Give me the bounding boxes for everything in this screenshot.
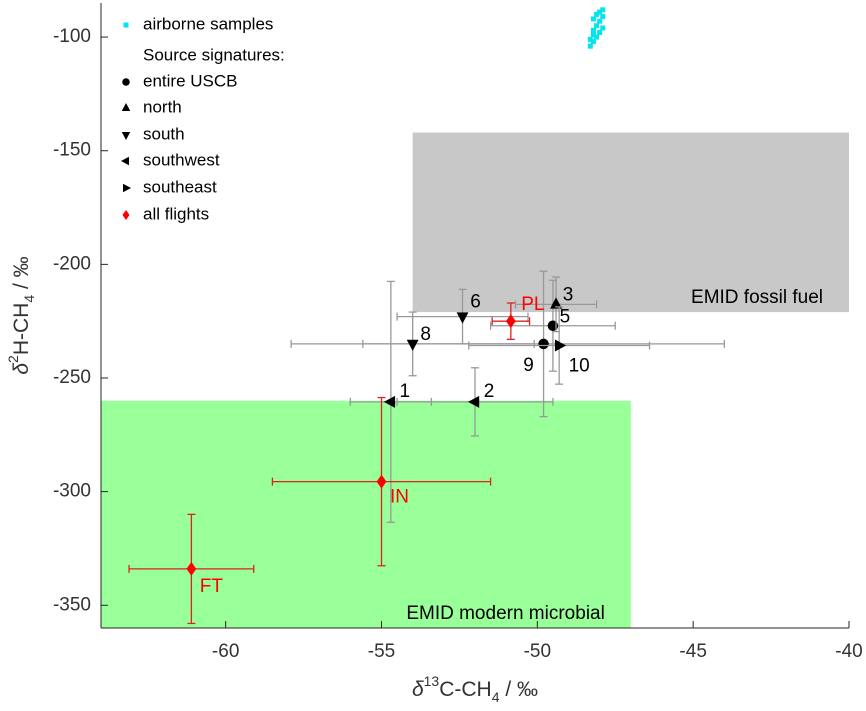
region-label: EMID modern microbial: [406, 603, 605, 624]
legend-label: southeast: [143, 177, 217, 196]
point: [594, 23, 600, 29]
legend-header: Source signatures:: [143, 45, 285, 64]
axis-label-part: 4: [492, 689, 500, 705]
legend-marker: [123, 183, 131, 193]
point-label: 2: [484, 381, 495, 402]
point-label: 3: [563, 284, 574, 305]
axis-label-part: 2: [5, 355, 21, 363]
x-tick-label: -55: [368, 641, 395, 662]
point: [554, 339, 567, 352]
point: [587, 36, 593, 42]
point: [590, 32, 596, 38]
point: [468, 395, 480, 408]
region: [101, 400, 631, 628]
point: [597, 18, 603, 24]
region-label: EMID fossil fuel: [691, 287, 823, 308]
legend-marker: [123, 22, 129, 28]
legend-label: entire USCB: [143, 71, 237, 90]
axis-label-part: δ: [10, 363, 33, 375]
point-label: 5: [560, 307, 571, 328]
point: [505, 314, 516, 329]
y-tick-label: -350: [53, 594, 91, 615]
legend-label: southwest: [143, 150, 220, 169]
legend-marker: [121, 103, 131, 111]
y-tick-label: -150: [53, 140, 91, 161]
y-tick-label: -100: [53, 26, 91, 47]
point-label: FT: [200, 576, 224, 597]
point: [597, 9, 603, 15]
point-label: 6: [470, 292, 481, 313]
axis-label-part: / ‰: [10, 256, 33, 295]
x-tick-label: -60: [212, 641, 239, 662]
point: [600, 25, 606, 31]
region: [412, 132, 849, 313]
point: [600, 7, 606, 13]
ylabel-axis-label: δ2H-CH4 / ‰: [5, 256, 37, 374]
point: [383, 395, 396, 408]
y-tick-label: -200: [53, 253, 91, 274]
point: [600, 14, 606, 20]
point: [590, 39, 596, 45]
point: [376, 474, 387, 489]
x-tick-label: -50: [524, 641, 551, 662]
point: [594, 11, 600, 17]
axis-label-part: δ: [412, 678, 424, 701]
point: [538, 338, 549, 350]
y-tick-label: -250: [53, 367, 91, 388]
point: [590, 16, 596, 22]
point-label: 8: [420, 324, 431, 345]
point: [597, 30, 603, 36]
y-tick-label: -300: [53, 481, 91, 502]
error-bars: [491, 302, 531, 341]
point: [550, 297, 562, 309]
legend-marker: [121, 156, 129, 166]
axis-label-part: 13: [424, 673, 440, 689]
point-label: IN: [390, 487, 409, 508]
point: [406, 339, 419, 351]
x-tick-label: -45: [679, 641, 706, 662]
axis-label-part: C-CH: [439, 678, 492, 701]
point: [186, 561, 197, 576]
axis-label-part: 4: [21, 295, 37, 303]
legend-marker: [122, 210, 130, 220]
legend-label: airborne samples: [143, 14, 273, 33]
legend-marker: [121, 132, 131, 140]
point-label: PL: [521, 294, 544, 315]
legend-marker: [122, 78, 130, 86]
point: [456, 312, 469, 324]
point-label: 10: [569, 356, 590, 377]
point: [587, 43, 593, 49]
point: [594, 34, 600, 40]
axis-label-part: H-CH: [10, 303, 33, 356]
legend-label: north: [143, 97, 182, 116]
legend-label: south: [143, 124, 185, 143]
point-label: 9: [523, 355, 534, 376]
point-label: 1: [400, 381, 411, 402]
legend-label: all flights: [143, 204, 209, 223]
xlabel-axis-label: δ13C-CH4 / ‰: [412, 673, 538, 705]
point: [590, 27, 596, 33]
x-tick-label: -40: [835, 641, 862, 662]
axis-label-part: / ‰: [500, 678, 539, 701]
